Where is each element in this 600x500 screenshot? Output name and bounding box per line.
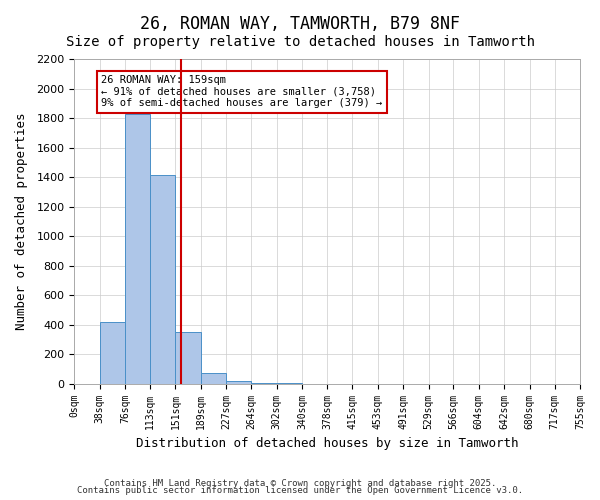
Bar [100,322,125,384]
X-axis label: Distribution of detached houses by size in Tamworth: Distribution of detached houses by size … [136,437,518,450]
Text: Contains HM Land Registry data © Crown copyright and database right 2025.: Contains HM Land Registry data © Crown c… [104,478,496,488]
Y-axis label: Number of detached properties: Number of detached properties [15,112,28,330]
Text: Contains public sector information licensed under the Open Government Licence v3: Contains public sector information licen… [77,486,523,495]
Bar [251,383,277,384]
Bar [201,372,226,384]
Bar [226,380,251,384]
Text: 26, ROMAN WAY, TAMWORTH, B79 8NF: 26, ROMAN WAY, TAMWORTH, B79 8NF [140,15,460,33]
Text: Size of property relative to detached houses in Tamworth: Size of property relative to detached ho… [65,35,535,49]
Text: 26 ROMAN WAY: 159sqm
← 91% of detached houses are smaller (3,758)
9% of semi-det: 26 ROMAN WAY: 159sqm ← 91% of detached h… [101,75,382,108]
Bar [150,175,175,384]
Bar [175,332,201,384]
Bar [125,114,150,384]
